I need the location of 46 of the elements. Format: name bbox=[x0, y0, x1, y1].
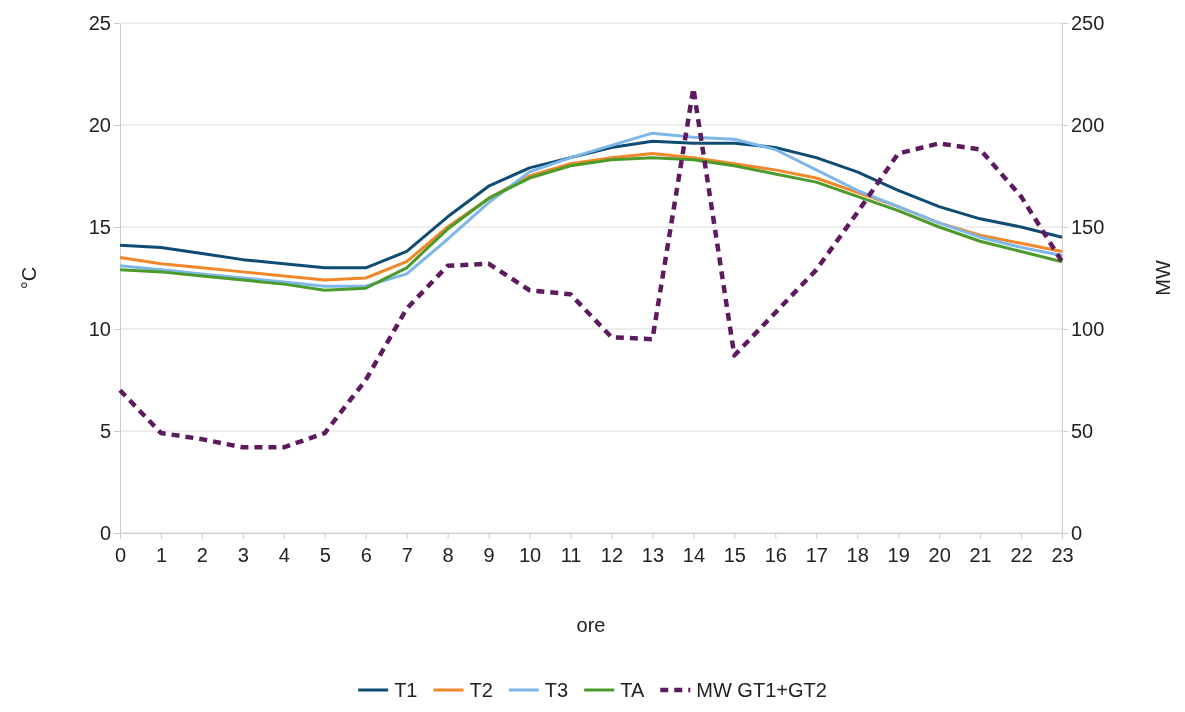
x-tick-label: 4 bbox=[278, 544, 290, 566]
x-tick-label: 23 bbox=[1051, 544, 1074, 566]
x-tick-label: 2 bbox=[196, 544, 208, 566]
y2-tick-label: 0 bbox=[1071, 521, 1083, 544]
y2-axis-title: MW bbox=[1152, 260, 1174, 296]
legend-label: MW GT1+GT2 bbox=[696, 679, 827, 701]
x-tick-label: 17 bbox=[805, 544, 828, 566]
y2-tick-label: 250 bbox=[1071, 11, 1105, 34]
y-tick-label: 10 bbox=[88, 317, 111, 340]
x-tick-label: 7 bbox=[401, 544, 413, 566]
x-tick-label: 11 bbox=[560, 544, 582, 566]
line-series bbox=[118, 131, 1064, 288]
y2-tick-label: 100 bbox=[1071, 317, 1105, 340]
x-tick-label: 6 bbox=[360, 544, 372, 566]
x-tick-label: 18 bbox=[846, 544, 869, 566]
x-tick-label: 1 bbox=[155, 544, 168, 566]
legend-label: T1 bbox=[394, 679, 418, 701]
x-tick-label: 21 bbox=[969, 544, 992, 566]
x-tick-label: 20 bbox=[928, 544, 951, 566]
x-tick-label: 13 bbox=[641, 544, 665, 566]
x-tick-label: 19 bbox=[887, 544, 910, 566]
y2-tick-label: 50 bbox=[1071, 419, 1094, 442]
x-tick-label: 8 bbox=[442, 544, 454, 566]
x-axis-title: ore bbox=[576, 614, 606, 636]
y-tick-label: 20 bbox=[88, 113, 111, 136]
x-tick-label: 5 bbox=[319, 544, 331, 566]
y-tick-label: 0 bbox=[99, 521, 111, 544]
x-tick-label: 12 bbox=[600, 544, 624, 566]
legend-label: T3 bbox=[544, 679, 569, 701]
y-tick-label: 5 bbox=[99, 419, 111, 442]
x-tick-label: 15 bbox=[723, 544, 746, 566]
x-tick-label: 0 bbox=[114, 544, 127, 566]
legend-label: TA bbox=[620, 679, 645, 701]
y-axis-title: °C bbox=[18, 266, 40, 290]
x-tick-label: 3 bbox=[237, 544, 249, 566]
legend-label: T2 bbox=[469, 679, 493, 701]
line-series bbox=[118, 139, 1064, 270]
x-tick-label: 14 bbox=[682, 544, 706, 566]
y-tick-label: 15 bbox=[88, 215, 111, 238]
x-tick-label: 9 bbox=[483, 544, 495, 566]
x-tick-label: 22 bbox=[1010, 544, 1033, 566]
x-tick-label: 10 bbox=[518, 544, 542, 566]
y-tick-label: 25 bbox=[88, 11, 111, 34]
y2-tick-label: 150 bbox=[1071, 215, 1105, 238]
y2-tick-label: 200 bbox=[1071, 113, 1105, 136]
x-tick-label: 16 bbox=[764, 544, 787, 566]
